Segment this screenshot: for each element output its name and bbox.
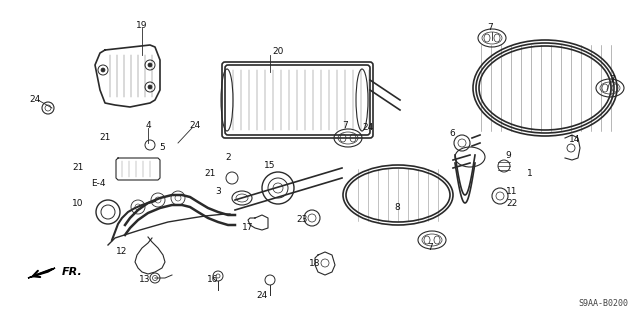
Text: 1: 1: [527, 168, 533, 177]
Text: 14: 14: [570, 136, 580, 145]
Text: E-4: E-4: [91, 179, 105, 188]
Circle shape: [148, 85, 152, 89]
Text: 9: 9: [505, 152, 511, 160]
Text: 24: 24: [362, 123, 374, 132]
Text: 24: 24: [189, 122, 200, 130]
Text: 24: 24: [257, 291, 268, 300]
Text: 21: 21: [72, 162, 84, 172]
Text: 3: 3: [215, 188, 221, 197]
Text: 5: 5: [159, 144, 165, 152]
Text: FR.: FR.: [62, 267, 83, 277]
Text: 12: 12: [116, 248, 128, 256]
Text: 21: 21: [99, 132, 111, 142]
Text: 10: 10: [72, 199, 84, 209]
Text: 7: 7: [487, 24, 493, 33]
Text: 11: 11: [506, 187, 518, 196]
Polygon shape: [28, 268, 55, 278]
Text: 16: 16: [207, 276, 219, 285]
Text: 7: 7: [342, 122, 348, 130]
Text: 19: 19: [136, 20, 148, 29]
Text: 23: 23: [296, 216, 308, 225]
Circle shape: [101, 68, 105, 72]
Text: S9AA-B0200: S9AA-B0200: [578, 299, 628, 308]
Text: 6: 6: [449, 129, 455, 137]
Text: 7: 7: [609, 76, 615, 85]
Text: 7: 7: [427, 243, 433, 253]
Text: 4: 4: [145, 122, 151, 130]
Text: 2: 2: [225, 153, 231, 162]
Text: 18: 18: [309, 258, 321, 268]
Text: 24: 24: [29, 95, 40, 105]
Text: 8: 8: [394, 204, 400, 212]
Text: 17: 17: [243, 224, 253, 233]
Text: 13: 13: [140, 276, 151, 285]
Text: 21: 21: [204, 169, 216, 179]
Circle shape: [148, 63, 152, 67]
Text: 22: 22: [506, 199, 518, 209]
Text: 20: 20: [272, 48, 284, 56]
Text: 15: 15: [264, 160, 276, 169]
